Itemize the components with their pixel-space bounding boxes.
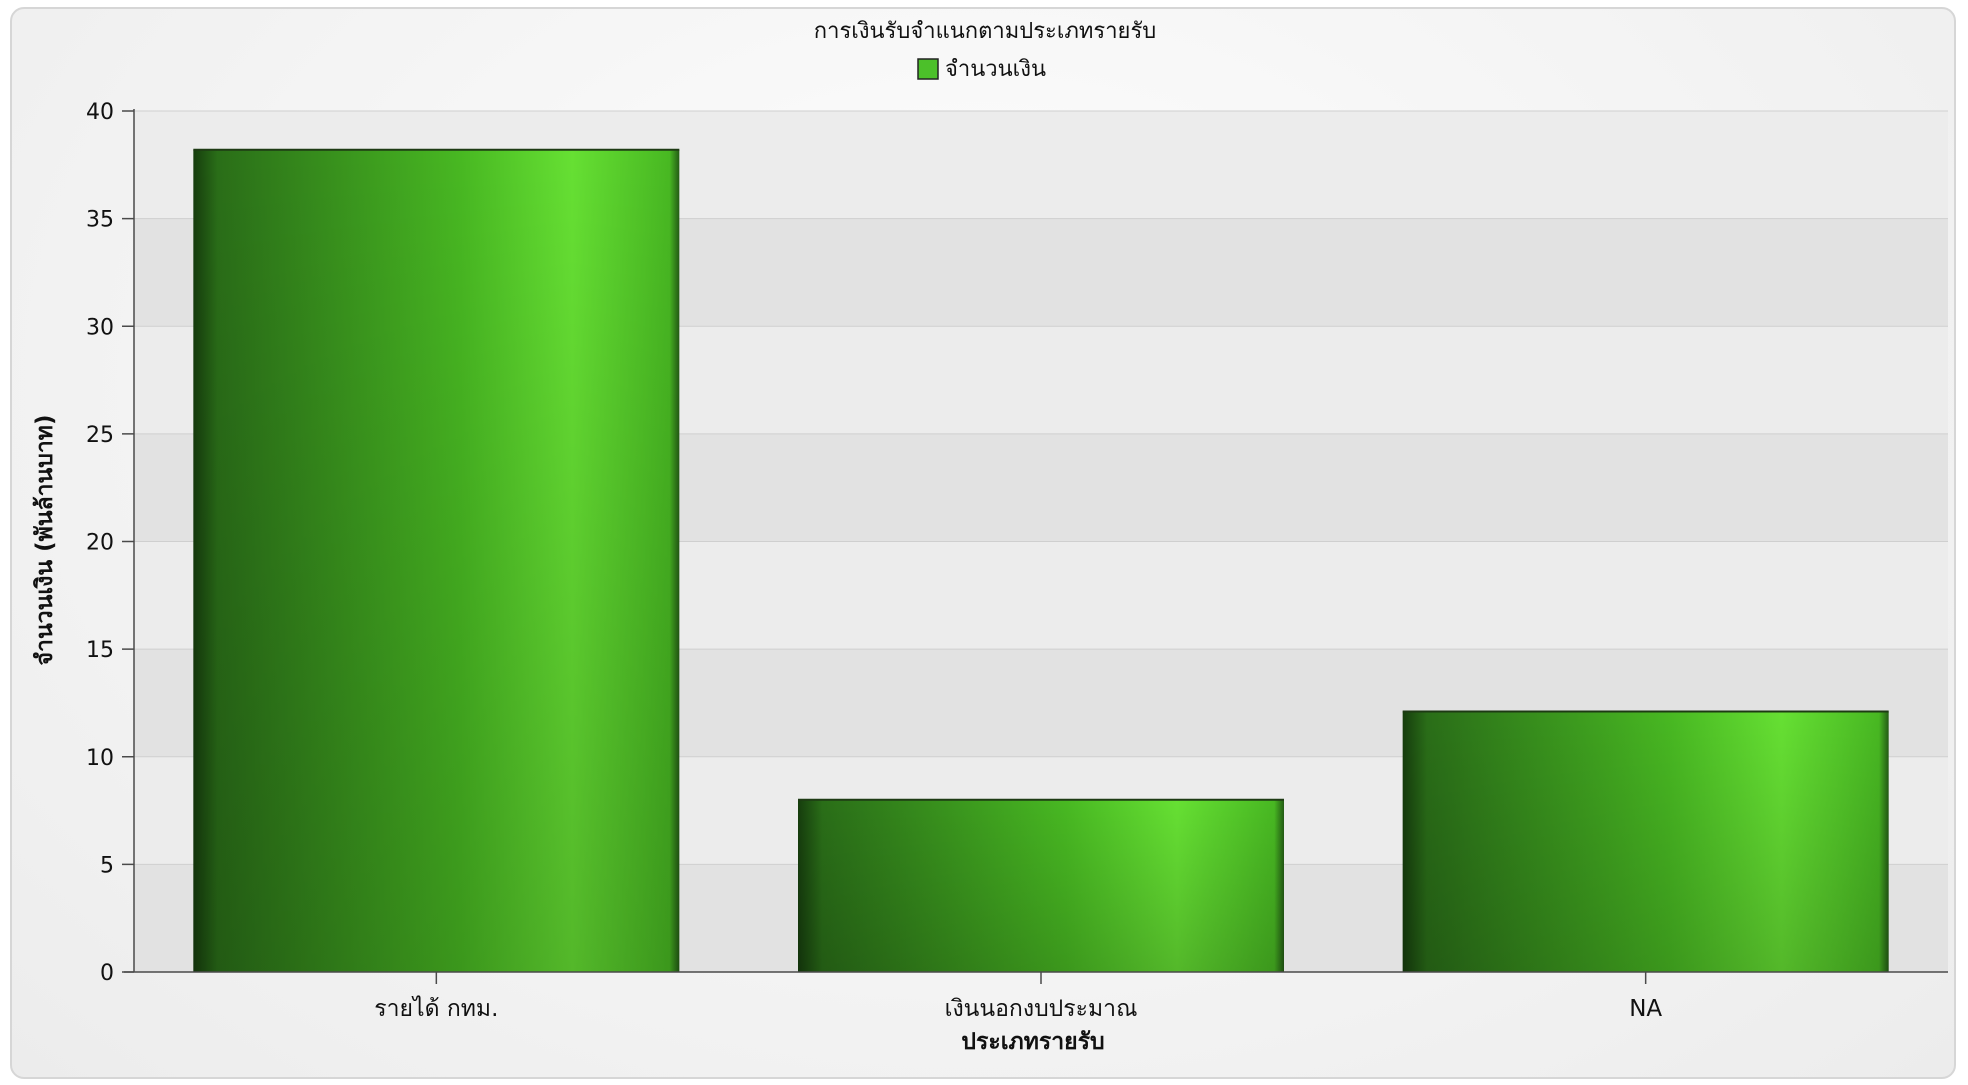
y-tick-label: 35 <box>86 208 114 233</box>
x-tick-label: NA <box>1629 996 1662 1022</box>
bar-chart: 0 5 10 15 20 25 30 35 40 รายได้ กทม. เงินนอกงบประ… <box>32 19 1948 1055</box>
legend: จำนวนเงิน <box>917 57 1046 82</box>
bars <box>193 148 1889 972</box>
chart-title: การเงินรับจำแนกตามประเภทรายรับ <box>814 19 1156 44</box>
bar <box>1402 710 1889 972</box>
x-tick-label: รายได้ กทม. <box>374 995 498 1022</box>
legend-swatch <box>917 58 939 80</box>
x-axis-title: ประเภทรายรับ <box>961 1029 1104 1055</box>
y-tick-labels: 0 5 10 15 20 25 30 35 40 <box>86 100 114 986</box>
y-axis-title: จำนวนเงิน (พันล้านบาท) <box>32 415 58 666</box>
axes <box>122 109 1948 984</box>
bar <box>798 798 1284 972</box>
chart-frame: 0 5 10 15 20 25 30 35 40 รายได้ กทม. เงินนอกงบประ… <box>10 7 1956 1079</box>
y-tick-label: 5 <box>100 853 114 878</box>
bar <box>193 148 680 972</box>
x-tick-label: เงินนอกงบประมาณ <box>945 996 1138 1022</box>
y-tick-label: 10 <box>86 746 114 771</box>
y-tick-label: 20 <box>86 531 114 556</box>
y-tick-label: 40 <box>86 100 114 125</box>
y-tick-label: 25 <box>86 423 114 448</box>
y-tick-label: 30 <box>86 315 114 340</box>
y-tick-label: 15 <box>86 638 114 663</box>
x-tick-labels: รายได้ กทม. เงินนอกงบประมาณ NA <box>374 995 1662 1022</box>
y-tick-label: 0 <box>100 961 114 986</box>
legend-label: จำนวนเงิน <box>945 57 1046 82</box>
